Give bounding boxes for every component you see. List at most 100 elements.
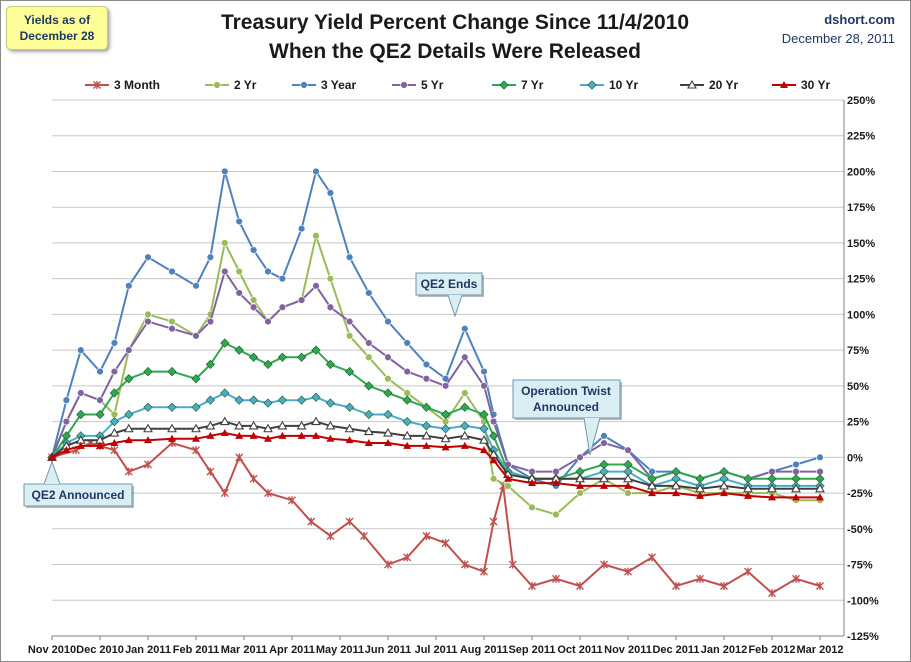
data-point (384, 560, 392, 569)
x-tick-label: Dec 2011 (652, 644, 699, 656)
y-tick-label: 0% (847, 452, 863, 464)
data-point (460, 402, 470, 412)
data-point (624, 481, 632, 489)
data-point (480, 382, 488, 390)
data-point (360, 531, 368, 540)
data-point (720, 581, 728, 590)
data-point (422, 531, 431, 540)
data-point (325, 420, 336, 430)
data-point (144, 460, 152, 469)
y-axis: 250% 225% 200% 175% 150% 125% 100% 75% 50% 25% 0% -… (843, 95, 879, 643)
data-point (76, 441, 85, 449)
data-point (277, 352, 288, 362)
data-point (326, 531, 335, 540)
data-point (206, 431, 215, 439)
data-point (221, 267, 229, 276)
data-point (460, 560, 469, 569)
data-point (110, 339, 119, 347)
data-point (62, 446, 71, 454)
data-point (93, 81, 101, 89)
data-point (312, 167, 320, 176)
y-tick-label: 150% (847, 238, 875, 250)
data-point (461, 324, 469, 333)
data-point (792, 467, 800, 476)
data-point (719, 480, 729, 490)
x-tick-label: Oct 2011 (557, 644, 602, 656)
data-point (768, 493, 776, 501)
series-layer (47, 167, 825, 598)
data-point (459, 430, 470, 440)
data-point (62, 417, 71, 426)
callout-twist-line2: Announced (533, 400, 599, 414)
data-point (671, 480, 681, 490)
data-point (422, 375, 431, 383)
series-20-yr (47, 416, 825, 493)
data-point (344, 423, 355, 433)
legend-item: 10 Yr (580, 78, 638, 92)
data-point (167, 366, 177, 377)
chart-title: Treasury Yield Percent Change Since 11/4… (150, 8, 760, 66)
data-point (479, 435, 489, 444)
legend-label: 10 Yr (609, 78, 638, 92)
data-point (219, 416, 230, 426)
data-point (297, 431, 306, 439)
data-point (76, 409, 86, 420)
data-point (206, 253, 215, 261)
data-point (312, 431, 320, 439)
data-point (489, 475, 498, 483)
y-tick-label: 200% (847, 166, 875, 178)
data-point (576, 481, 584, 489)
data-point (205, 359, 216, 370)
data-point (221, 239, 229, 247)
data-point (124, 409, 134, 420)
data-point (296, 395, 307, 405)
data-point (816, 453, 824, 462)
data-point (248, 352, 259, 362)
y-tick-label: 225% (847, 131, 875, 143)
data-point (363, 426, 374, 436)
legend-label: 2 Yr (234, 78, 257, 92)
data-point (383, 388, 393, 398)
data-point (461, 353, 469, 361)
data-point (461, 389, 469, 397)
data-point (365, 353, 373, 361)
data-point (364, 409, 374, 420)
data-point (576, 489, 584, 497)
legend-label: 30 Yr (801, 78, 830, 92)
data-point (110, 439, 119, 447)
callout-box: QE2 Announced (23, 460, 134, 508)
data-point (168, 324, 176, 333)
data-point (480, 367, 488, 376)
series-line (51, 441, 821, 595)
data-point (648, 467, 656, 476)
data-point (192, 446, 200, 455)
data-point (400, 81, 408, 89)
data-point (403, 339, 411, 347)
data-point (220, 489, 229, 498)
data-point (235, 453, 244, 462)
x-tick-label: Mar 2011 (221, 644, 267, 656)
y-tick-label: 25% (847, 417, 869, 429)
data-point (311, 345, 321, 355)
gridlines (52, 99, 844, 637)
data-point (297, 224, 306, 233)
annotations: QE2 Ends Operation Twist Announced QE2 Anno… (23, 272, 622, 508)
callout-pointer (583, 417, 601, 456)
x-tick-label: Sep 2011 (508, 644, 555, 656)
data-point (167, 402, 177, 412)
data-point (249, 296, 258, 304)
data-point (311, 392, 321, 402)
data-point (552, 479, 560, 487)
legend-label: 3 Month (114, 78, 160, 92)
data-point (124, 436, 133, 444)
data-point (300, 81, 308, 89)
data-point (288, 496, 296, 505)
data-point (528, 479, 536, 487)
data-point (109, 427, 120, 437)
data-point (312, 282, 320, 290)
data-point (191, 402, 201, 412)
x-tick-label: Jun 2011 (365, 644, 411, 656)
data-point (768, 467, 776, 476)
data-point (552, 510, 560, 519)
data-point (816, 467, 824, 476)
